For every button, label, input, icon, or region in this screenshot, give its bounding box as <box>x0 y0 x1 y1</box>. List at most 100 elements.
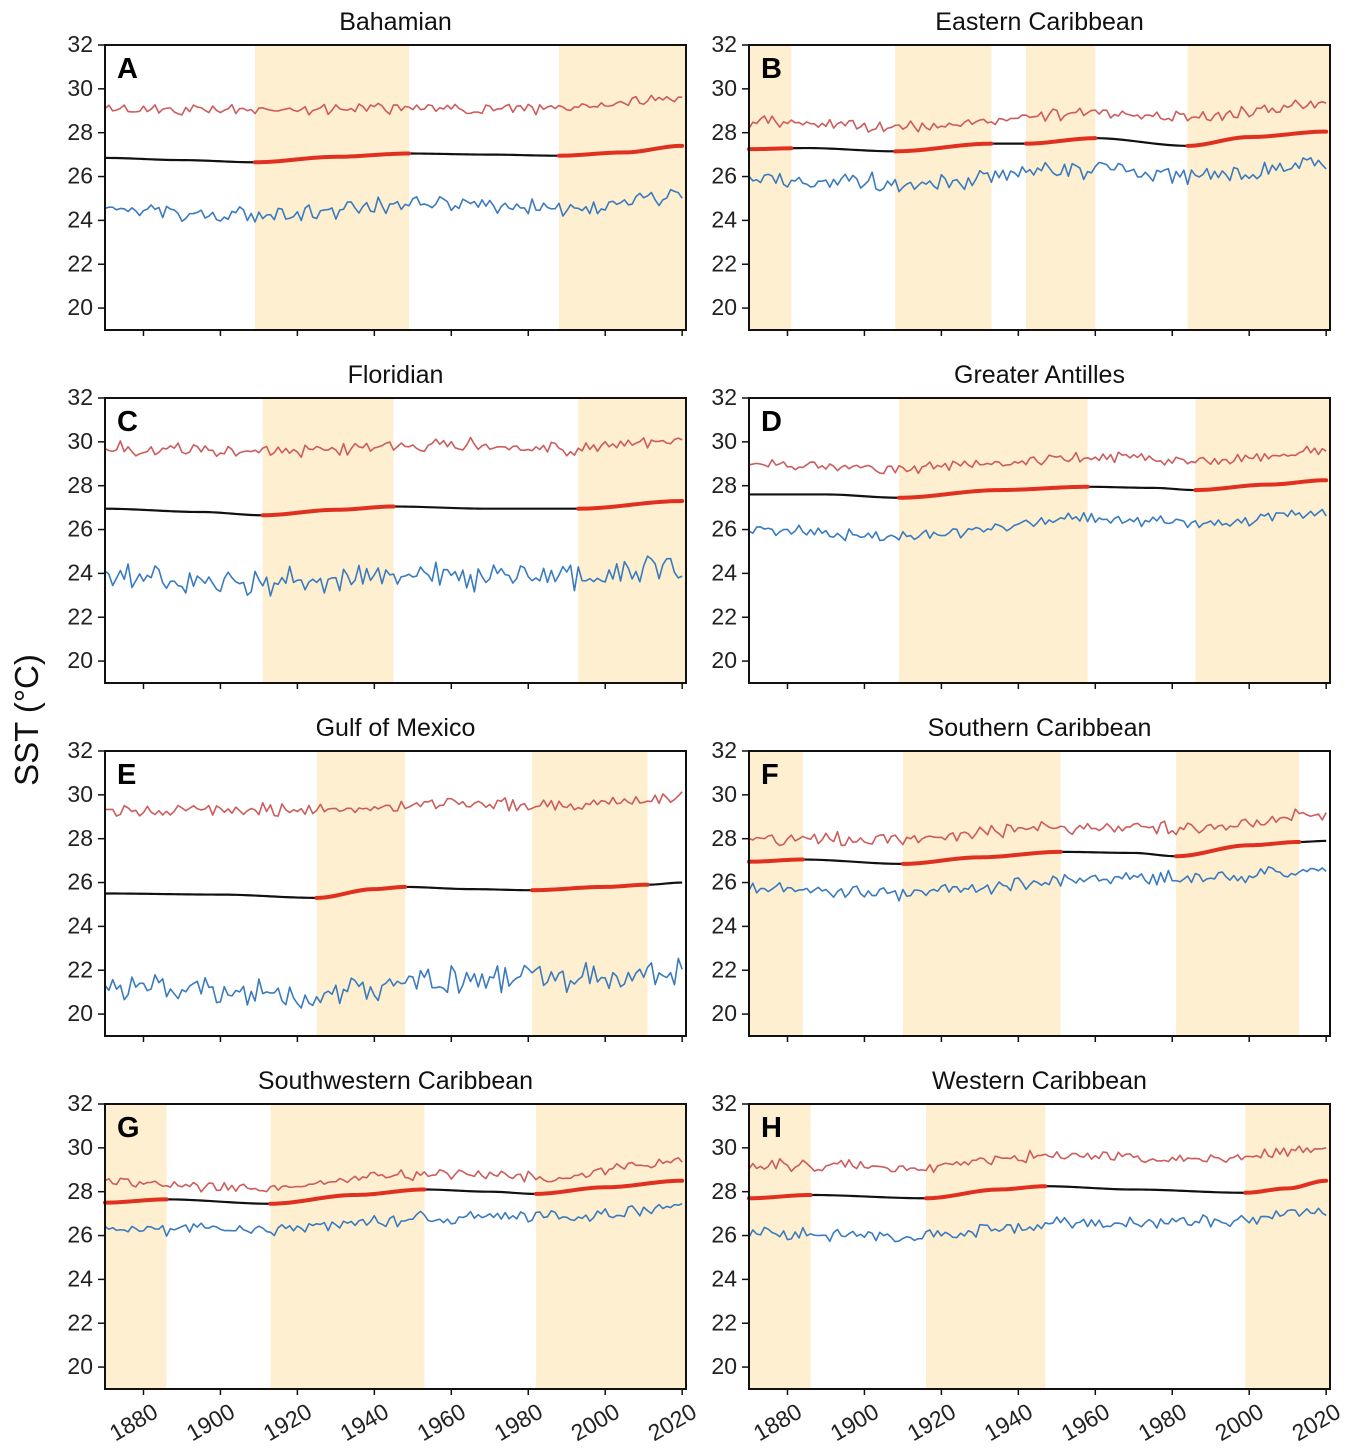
shaded-period <box>316 751 406 1036</box>
y-tick-label: 20 <box>67 1353 93 1379</box>
y-tick-label: 28 <box>67 1178 93 1204</box>
min-sst-line <box>104 957 683 1009</box>
y-tick-label: 20 <box>67 1000 93 1026</box>
panel-h: 20 22 24 26 28 30 32 1880 1900 1920 1940 1960 1980 20… <box>711 1067 1344 1446</box>
panel-letter: C <box>117 406 138 438</box>
y-tick-label: 28 <box>711 119 737 145</box>
y-tick-label: 30 <box>67 428 93 454</box>
y-tick-label: 24 <box>67 206 93 232</box>
y-tick-label: 30 <box>711 1134 737 1160</box>
panel-f: 20 22 24 26 28 30 32 Southern Caribbean F <box>711 714 1331 1042</box>
y-tick-label: 24 <box>67 1265 93 1291</box>
panel-frame <box>104 1103 687 1390</box>
panel-letter: A <box>117 53 138 85</box>
x-tick-label: 1980 <box>490 1398 547 1446</box>
y-tick-label: 32 <box>67 384 93 410</box>
min-sst-line <box>748 1207 1327 1243</box>
panel-c: 20 22 24 26 28 30 32 Floridian C <box>67 361 687 689</box>
panel-title: Gulf of Mexico <box>316 714 476 742</box>
y-tick-label: 22 <box>711 603 737 629</box>
y-tick-label: 30 <box>711 428 737 454</box>
y-tick-label: 28 <box>711 825 737 851</box>
min-sst-line <box>104 555 683 597</box>
x-tick-label: 1920 <box>259 1398 316 1446</box>
panel-frame <box>104 44 687 331</box>
trend-highlight-line <box>576 499 685 511</box>
y-tick-label: 24 <box>67 912 93 938</box>
x-tick-label: 2000 <box>567 1398 624 1446</box>
y-tick-label: 26 <box>711 869 737 895</box>
trend-highlight-line <box>897 484 1090 500</box>
panel-letter: H <box>761 1112 782 1144</box>
panel-frame <box>748 1103 1331 1390</box>
y-tick-label: 30 <box>711 781 737 807</box>
trend-highlight-line <box>893 141 994 154</box>
trend-highlight-line <box>314 884 408 900</box>
y-tick-label: 28 <box>711 472 737 498</box>
y-tick-label: 20 <box>711 1353 737 1379</box>
y-tick-label: 22 <box>67 603 93 629</box>
shaded-period <box>578 398 686 683</box>
y-tick-label: 32 <box>711 1090 737 1116</box>
max-sst-line <box>104 436 683 459</box>
trend-highlight-line <box>260 504 396 518</box>
y-tick-label: 24 <box>711 912 737 938</box>
y-tick-label: 24 <box>711 559 737 585</box>
max-sst-line <box>104 791 683 817</box>
y-tick-label: 26 <box>711 516 737 542</box>
shaded-period <box>749 45 792 330</box>
shaded-period <box>1026 45 1096 330</box>
trend-highlight-line <box>253 151 411 165</box>
y-tick-label: 24 <box>711 206 737 232</box>
panel-letter: D <box>761 406 782 438</box>
panel-frame <box>748 750 1331 1037</box>
panel-title: Eastern Caribbean <box>935 8 1143 36</box>
min-sst-line <box>104 188 683 223</box>
shaded-period <box>749 751 803 1036</box>
shaded-period <box>902 751 1061 1036</box>
panel-letter: E <box>117 759 136 791</box>
y-tick-label: 28 <box>711 1178 737 1204</box>
y-tick-label: 30 <box>67 781 93 807</box>
max-sst-line <box>748 808 1327 847</box>
y-tick-label: 30 <box>67 75 93 101</box>
shaded-period <box>899 398 1088 683</box>
y-axis-label: SST (°C) <box>8 654 45 786</box>
trend-highlight-line <box>1243 1178 1329 1195</box>
x-tick-label: 1940 <box>980 1398 1037 1446</box>
panel-d: 20 22 24 26 28 30 32 Greater Antilles D <box>711 361 1331 689</box>
trend-highlight-line <box>747 1192 813 1201</box>
panel-letter: G <box>117 1112 140 1144</box>
panel-frame <box>748 44 1331 331</box>
x-tick-label: 2020 <box>1287 1398 1344 1446</box>
shaded-period <box>559 45 686 330</box>
panel-b: 20 22 24 26 28 30 32 Eastern Caribbean B <box>711 8 1331 336</box>
shaded-period <box>749 1104 811 1389</box>
y-tick-label: 32 <box>711 384 737 410</box>
max-sst-line <box>104 94 683 116</box>
shaded-period <box>1187 45 1330 330</box>
shaded-period <box>532 751 648 1036</box>
panel-letter: B <box>761 53 782 85</box>
panel-title: Greater Antilles <box>954 361 1125 389</box>
panel-frame <box>104 750 687 1037</box>
y-tick-label: 32 <box>711 31 737 57</box>
y-tick-label: 26 <box>67 869 93 895</box>
panel-title: Southwestern Caribbean <box>258 1067 533 1095</box>
y-tick-label: 24 <box>67 559 93 585</box>
shaded-period <box>1195 398 1330 683</box>
y-tick-label: 20 <box>67 647 93 673</box>
y-tick-label: 26 <box>67 163 93 189</box>
panel-frame <box>748 397 1331 684</box>
y-tick-label: 32 <box>67 1090 93 1116</box>
trend-highlight-line <box>1193 478 1329 493</box>
shaded-period <box>255 45 409 330</box>
shaded-period <box>925 1104 1046 1389</box>
y-tick-label: 20 <box>711 294 737 320</box>
y-tick-label: 22 <box>67 250 93 276</box>
shaded-period <box>262 398 394 683</box>
y-tick-label: 28 <box>67 472 93 498</box>
panel-title: Western Caribbean <box>932 1067 1147 1095</box>
x-tick-label: 1880 <box>105 1398 162 1446</box>
